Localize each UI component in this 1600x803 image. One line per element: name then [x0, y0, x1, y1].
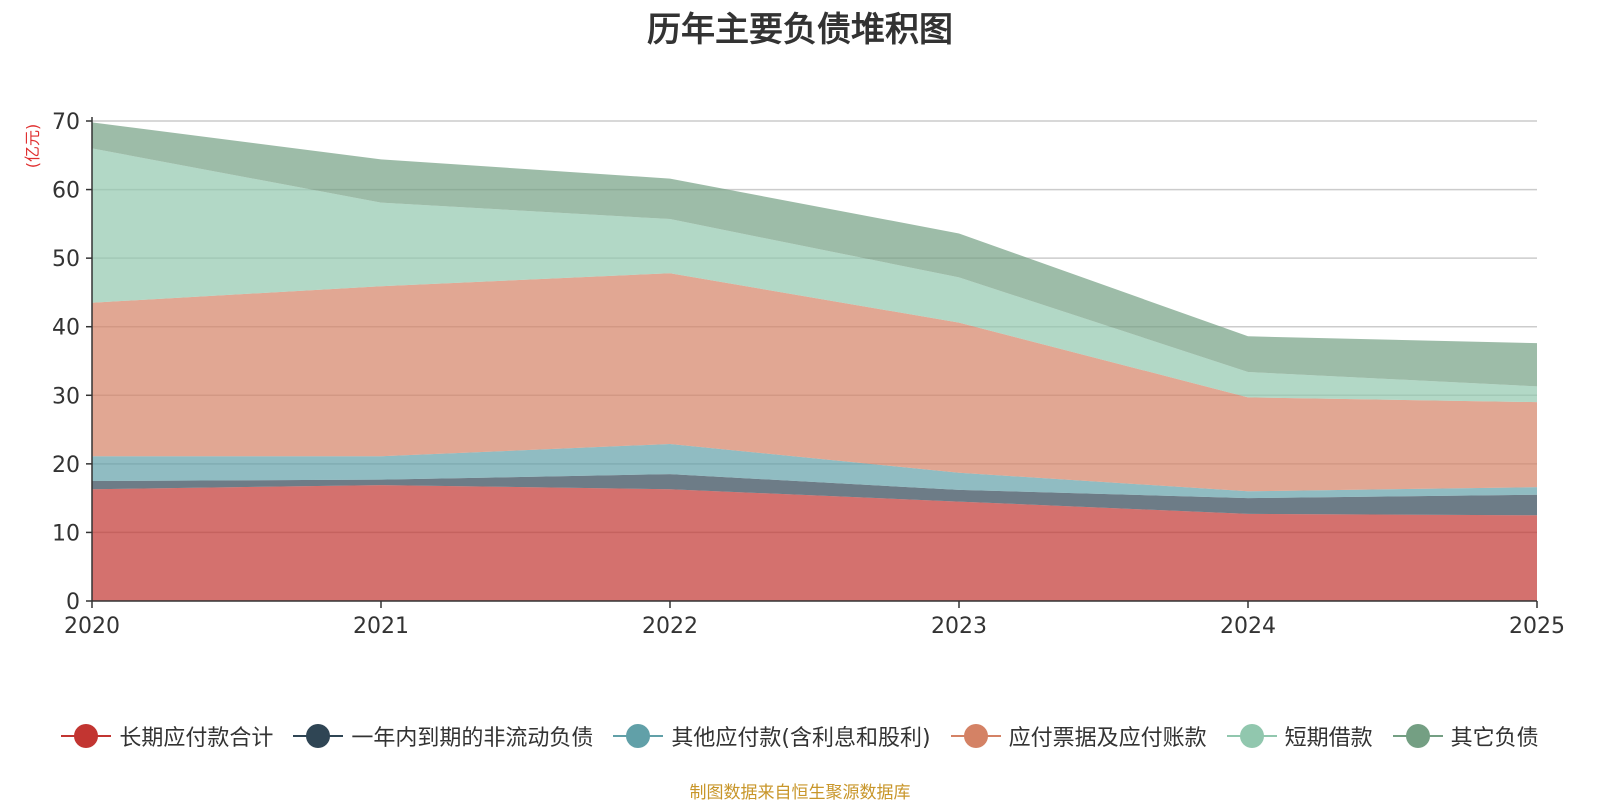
- x-tick-label: 2020: [64, 614, 120, 639]
- y-tick-label: 60: [52, 179, 80, 204]
- area-series-3[interactable]: [92, 273, 1537, 492]
- y-tick-label: 30: [52, 384, 80, 409]
- stacked-areas: [92, 122, 1537, 601]
- area-series-0[interactable]: [92, 485, 1537, 601]
- legend-item-5[interactable]: 其它负债: [1392, 720, 1539, 752]
- area-series-1[interactable]: [92, 474, 1537, 516]
- legend-swatch-icon: [1226, 724, 1277, 748]
- x-tick-label: 2025: [1509, 614, 1565, 639]
- x-tick-label: 2023: [931, 614, 987, 639]
- legend-label: 其它负债: [1450, 726, 1539, 751]
- legend-swatch-icon: [950, 724, 1001, 748]
- legend-label: 长期应付款合计: [119, 726, 274, 751]
- legend-swatch-icon: [61, 724, 112, 748]
- area-series-5[interactable]: [92, 122, 1537, 387]
- x-tick-label: 2022: [642, 614, 698, 639]
- legend-label: 应付票据及应付账款: [1008, 726, 1207, 751]
- legend-label: 一年内到期的非流动负债: [351, 726, 594, 751]
- x-tick-label: 2021: [353, 614, 409, 639]
- source-note: 制图数据来自恒生聚源数据库: [689, 783, 911, 803]
- legend-item-4[interactable]: 短期借款: [1226, 720, 1373, 752]
- y-tick-label: 50: [52, 247, 80, 272]
- y-tick-label: 0: [66, 590, 80, 615]
- legend-item-2[interactable]: 其他应付款(含利息和股利): [613, 720, 931, 752]
- area-series-2[interactable]: [92, 443, 1537, 499]
- legend-swatch-icon: [1392, 724, 1443, 748]
- y-tick-label: 70: [52, 110, 80, 135]
- legend-item-3[interactable]: 应付票据及应付账款: [950, 720, 1207, 752]
- legend-swatch-icon: [293, 724, 344, 748]
- axes: 0 10 20 30 40 50 60 70 2020 2021 2022 2023 2024 2025: [52, 110, 1565, 639]
- y-axis-unit-label: (亿元): [23, 124, 42, 169]
- chart-title: 历年主要负债堆积图: [647, 10, 953, 50]
- x-tick-label: 2024: [1220, 614, 1276, 639]
- area-series-4[interactable]: [92, 148, 1537, 403]
- legend-label: 短期借款: [1284, 726, 1373, 751]
- y-tick-label: 20: [52, 453, 80, 478]
- y-tick-label: 40: [52, 316, 80, 341]
- legend-item-1[interactable]: 一年内到期的非流动负债: [293, 720, 593, 752]
- legend-swatch-icon: [613, 724, 664, 748]
- legend: 长期应付款合计 一年内到期的非流动负债 其他应付款(含利息和股利) 应付票据及应付账款…: [0, 718, 1600, 754]
- legend-label: 其他应付款(含利息和股利): [671, 726, 931, 751]
- y-tick-label: 10: [52, 521, 80, 546]
- legend-item-0[interactable]: 长期应付款合计: [61, 720, 273, 752]
